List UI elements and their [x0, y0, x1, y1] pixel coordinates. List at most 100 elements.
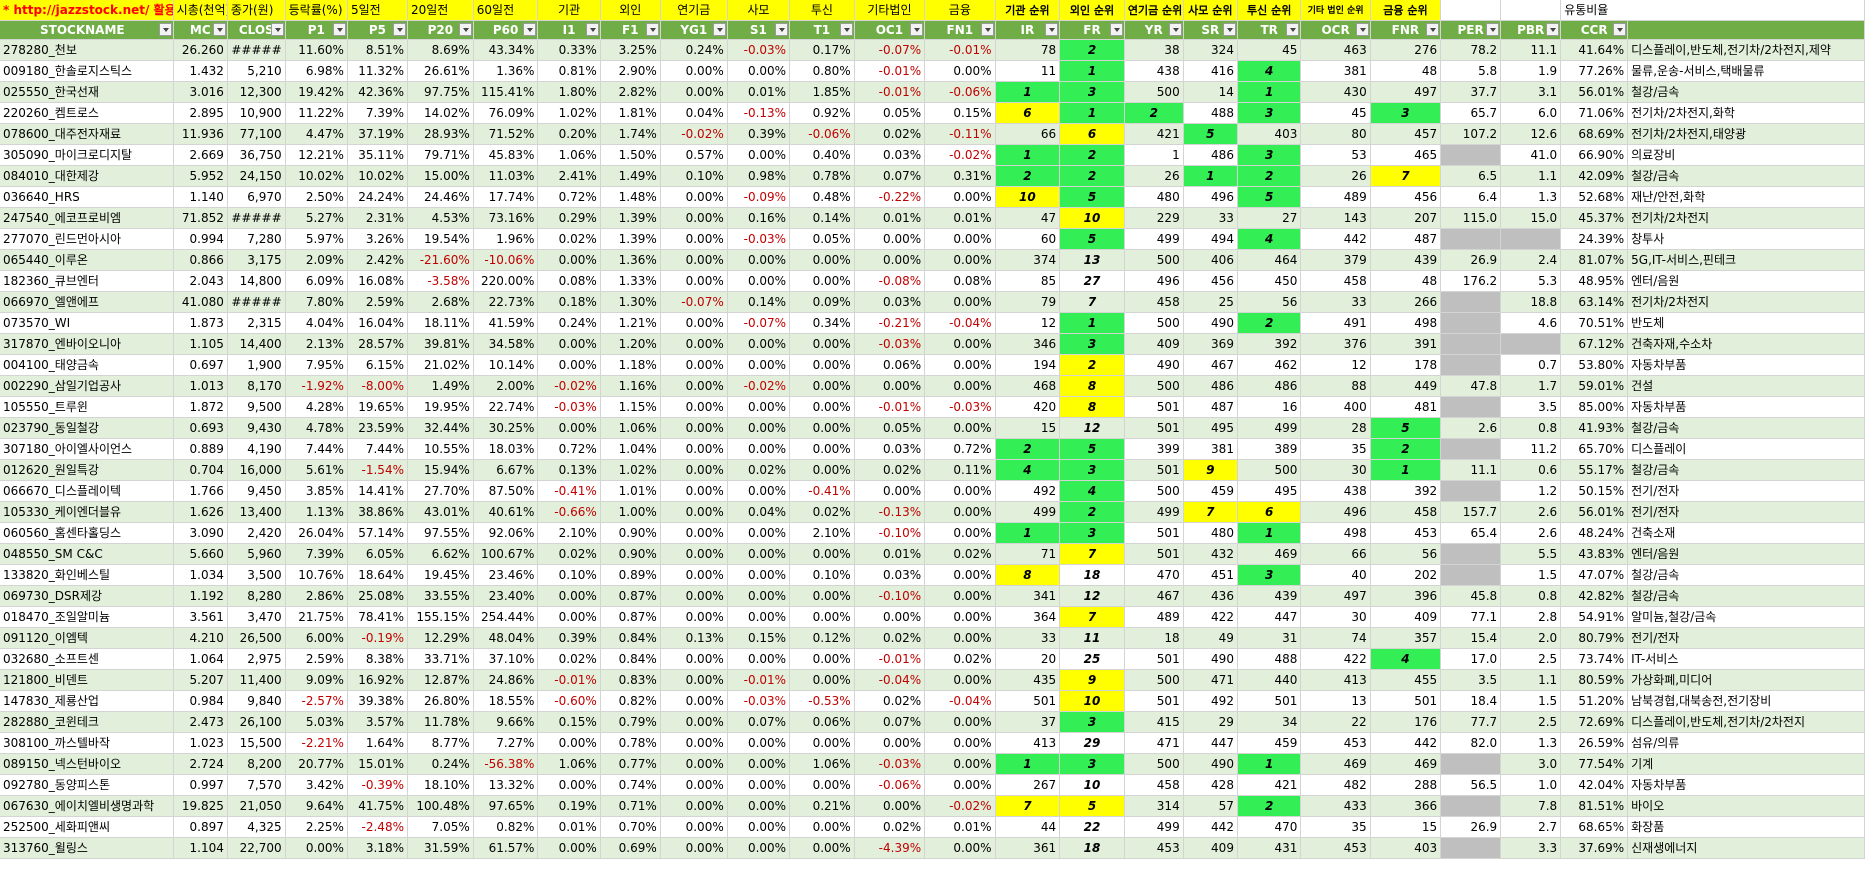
table-cell[interactable]: 2.90%	[600, 60, 661, 82]
table-cell[interactable]: 79.71%	[407, 144, 474, 166]
filter-dropdown-icon[interactable]	[1109, 22, 1123, 36]
filter-dropdown-icon[interactable]	[980, 22, 994, 36]
table-cell[interactable]: 1.39%	[600, 207, 661, 229]
table-cell[interactable]: 0.00%	[660, 543, 728, 565]
table-cell[interactable]: 498	[1300, 522, 1371, 544]
table-cell[interactable]: 0.02%	[537, 543, 601, 565]
table-cell[interactable]: -2.48%	[347, 816, 408, 838]
stock-name-cell[interactable]: 317870_엔바이오니아	[0, 333, 174, 355]
table-cell[interactable]: 97.75%	[407, 81, 474, 103]
table-cell[interactable]: 406	[1183, 249, 1238, 271]
filter-dropdown-icon[interactable]	[1546, 22, 1560, 36]
table-cell[interactable]: 0.00%	[537, 774, 601, 796]
table-cell[interactable]: 9,450	[227, 480, 286, 502]
table-cell[interactable]: 5,210	[227, 60, 286, 82]
table-cell[interactable]: 25.08%	[347, 585, 408, 607]
column-header-f1[interactable]: F1	[600, 20, 661, 40]
table-cell[interactable]: 12.6	[1500, 123, 1562, 145]
table-cell[interactable]: 0.06%	[789, 711, 855, 733]
table-cell[interactable]: 5.27%	[285, 207, 348, 229]
table-cell[interactable]: 16.08%	[347, 270, 408, 292]
table-cell[interactable]: -0.02%	[537, 375, 601, 397]
table-cell[interactable]: 82.0	[1440, 732, 1502, 754]
table-cell[interactable]: 5	[1059, 228, 1125, 250]
column-header-blank[interactable]	[1627, 20, 1865, 40]
table-cell[interactable]: 45.83%	[473, 144, 539, 166]
table-cell[interactable]: 501	[995, 690, 1061, 712]
table-cell[interactable]: 0.00%	[789, 816, 855, 838]
table-cell[interactable]: 0.00%	[660, 501, 728, 523]
table-cell[interactable]	[1440, 333, 1502, 355]
table-cell[interactable]: -0.21%	[854, 312, 926, 334]
table-cell[interactable]: 15.00%	[407, 165, 474, 187]
filter-dropdown-icon[interactable]	[712, 22, 726, 36]
sector-cell[interactable]: 전기차/2차전지,태양광	[1627, 123, 1865, 145]
table-cell[interactable]: 115.41%	[473, 81, 539, 103]
table-cell[interactable]: 34.58%	[473, 333, 539, 355]
stock-name-cell[interactable]: 066970_엘앤에프	[0, 291, 174, 313]
table-cell[interactable]: 2,315	[227, 312, 286, 334]
table-cell[interactable]: 31.59%	[407, 837, 474, 859]
table-cell[interactable]: 1.5	[1500, 564, 1562, 586]
table-cell[interactable]: 37.7	[1440, 81, 1502, 103]
table-cell[interactable]: 76.09%	[473, 102, 539, 124]
table-cell[interactable]: 0.13%	[660, 627, 728, 649]
table-cell[interactable]: 81.51%	[1560, 795, 1629, 817]
table-cell[interactable]: -0.06%	[854, 774, 926, 796]
stock-name-cell[interactable]: 004100_태양금속	[0, 354, 174, 376]
table-row[interactable]: 036640_HRS 1.140 6,970 2.50% 24.24% 24.46% 17.…	[0, 186, 1865, 208]
table-cell[interactable]: 495	[1237, 480, 1302, 502]
sector-cell[interactable]: 가상화폐,미디어	[1627, 669, 1865, 691]
table-cell[interactable]: 18.64%	[347, 564, 408, 586]
table-cell[interactable]: 0.07%	[727, 711, 791, 733]
table-cell[interactable]: 0.82%	[473, 816, 539, 838]
table-cell[interactable]: 459	[1237, 732, 1302, 754]
filter-dropdown-icon[interactable]	[458, 22, 472, 36]
table-cell[interactable]: 30	[1300, 606, 1371, 628]
sector-cell[interactable]: 자동차부품	[1627, 354, 1865, 376]
column-header-ocr[interactable]: OCR	[1300, 20, 1371, 40]
table-cell[interactable]: 6	[995, 102, 1061, 124]
table-cell[interactable]: 0.00%	[727, 732, 791, 754]
table-cell[interactable]: 0.57%	[660, 144, 728, 166]
table-cell[interactable]: 0.00%	[660, 690, 728, 712]
table-cell[interactable]: 0.00%	[537, 837, 601, 859]
table-cell[interactable]: 92.06%	[473, 522, 539, 544]
table-row[interactable]: 147830_제룡산업 0.984 9,840 -2.57% 39.38% 26.80% 1…	[0, 690, 1865, 712]
table-cell[interactable]: 53	[1300, 144, 1371, 166]
table-cell[interactable]: 13	[1059, 249, 1125, 271]
table-cell[interactable]: -0.07%	[854, 39, 926, 61]
stock-name-cell[interactable]: 018470_조일알미늄	[0, 606, 174, 628]
table-cell[interactable]: 1.872	[173, 396, 228, 418]
table-cell[interactable]: 486	[1183, 144, 1238, 166]
table-cell[interactable]: 59.01%	[1560, 375, 1629, 397]
table-cell[interactable]: 0.10%	[537, 564, 601, 586]
table-cell[interactable]: 0.03%	[854, 291, 926, 313]
filter-dropdown-icon[interactable]	[523, 22, 537, 36]
table-cell[interactable]: 42.09%	[1560, 165, 1629, 187]
table-cell[interactable]: 1.04%	[600, 438, 661, 460]
table-cell[interactable]: 7	[1183, 501, 1238, 523]
table-cell[interactable]: 0.01%	[854, 207, 926, 229]
table-cell[interactable]: 1.02%	[537, 102, 601, 124]
table-cell[interactable]: 65.70%	[1560, 438, 1629, 460]
table-cell[interactable]: 37	[995, 711, 1061, 733]
table-cell[interactable]: 24.39%	[1560, 228, 1629, 250]
stock-name-cell[interactable]: 032680_소프트센	[0, 648, 174, 670]
table-cell[interactable]: 0.00%	[660, 480, 728, 502]
table-row[interactable]: 067630_에이치엘비생명과학 19.825 21,050 9.64% 41.75% 1…	[0, 795, 1865, 817]
table-cell[interactable]: 5.8	[1440, 60, 1502, 82]
table-cell[interactable]: 376	[1300, 333, 1371, 355]
table-cell[interactable]: 20	[995, 648, 1061, 670]
table-cell[interactable]: 0.00%	[924, 585, 996, 607]
table-row[interactable]: 025550_한국선재 3.016 12,300 19.42% 42.36% 97.75%…	[0, 81, 1865, 103]
stock-name-cell[interactable]: 133820_화인베스틸	[0, 564, 174, 586]
table-cell[interactable]: 9.66%	[473, 711, 539, 733]
filter-dropdown-icon[interactable]	[1426, 22, 1440, 36]
table-cell[interactable]: 403	[1370, 837, 1442, 859]
table-cell[interactable]: 435	[995, 669, 1061, 691]
table-cell[interactable]: 5.952	[173, 165, 228, 187]
table-cell[interactable]: 0.04%	[660, 102, 728, 124]
table-cell[interactable]: 1.9	[1500, 60, 1562, 82]
table-cell[interactable]: 2.6	[1500, 522, 1562, 544]
